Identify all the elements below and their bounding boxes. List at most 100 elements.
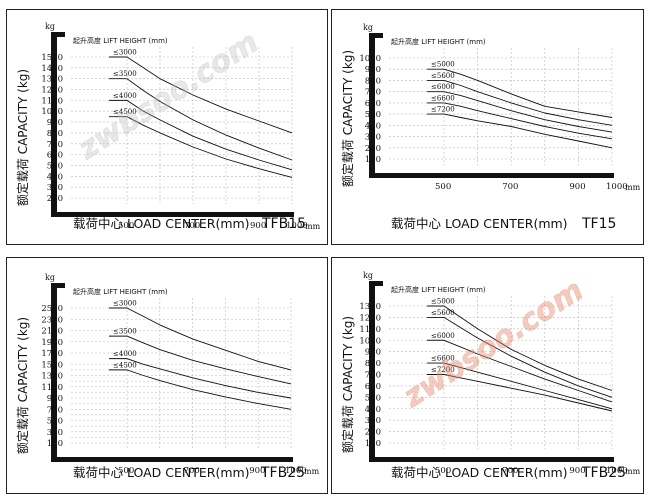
y-tick-label: 2500 [41, 304, 63, 314]
x-tick-label: 700 [184, 221, 200, 231]
axis-cap [369, 33, 383, 38]
series-label: ≤4000 [113, 92, 137, 100]
axis-cap [369, 281, 383, 286]
series-line [126, 100, 293, 171]
series-label: ≤5000 [431, 298, 455, 306]
y-tick-label: 100 [365, 439, 381, 449]
y-tick-label: 600 [365, 99, 381, 109]
x-tick-label: 1000 [286, 221, 308, 231]
x-tick-label: 1000 [285, 466, 307, 476]
series-label: ≤6600 [431, 94, 455, 102]
series-label: ≤5000 [431, 61, 455, 69]
x-tick-label: 900 [569, 466, 585, 476]
axis-cap [51, 32, 65, 37]
series-label: ≤3500 [113, 328, 137, 336]
series-line [126, 56, 293, 134]
x-unit-label: mm [625, 183, 641, 192]
x-tick-label: 700 [502, 466, 518, 476]
y-tick-label: 200 [365, 428, 381, 438]
series-label: ≤6600 [431, 355, 455, 363]
y-tick-label: 700 [47, 140, 63, 150]
x-unit-label: mm [304, 467, 320, 476]
y-unit-label: kg [363, 23, 373, 32]
y-unit-label: kg [363, 271, 373, 280]
y-tick-label: 900 [365, 65, 381, 75]
series-line [126, 307, 292, 371]
y-tick-label: 1000 [359, 336, 381, 346]
series-label: ≤3000 [113, 49, 137, 57]
y-tick-label: 1300 [41, 372, 63, 382]
chart-panel-3: kg 起升高度 LIFT HEIGHT (mm) 2500 2300 2100 1900 1… [6, 257, 328, 494]
series-group: ≤5000 ≤5600 ≤6000 ≤6600 ≤7200 [427, 298, 613, 412]
model-label: TFB15 [261, 216, 306, 232]
series-line [443, 374, 613, 412]
grid [71, 298, 292, 449]
model-label: TFB25 [260, 465, 305, 481]
y-tick-label: 600 [365, 382, 381, 392]
y-tick-label: 200 [47, 194, 63, 204]
y-tick-label: 1300 [359, 302, 381, 312]
model-label: TF15 [581, 216, 616, 232]
series-line [443, 317, 613, 398]
x-tick-label: 1000 [606, 182, 628, 192]
y-tick-label: 1200 [41, 86, 63, 96]
y-tick-label: 800 [365, 359, 381, 369]
model-label: TFB25 [581, 465, 626, 481]
x-tick-label: 900 [249, 466, 265, 476]
y-tick-label: 1000 [41, 107, 63, 117]
y-tick-label: 300 [365, 416, 381, 426]
series-label: ≤7200 [431, 366, 455, 374]
y-tick-label: 800 [365, 76, 381, 86]
y-tick-label: 300 [365, 133, 381, 143]
lift-height-header: 起升高度 LIFT HEIGHT (mm) [73, 287, 168, 296]
lift-height-header: 起升高度 LIFT HEIGHT (mm) [391, 285, 486, 294]
watermark-text: zwbsoo.com [71, 25, 264, 168]
y-tick-label: 900 [47, 394, 63, 404]
y-tick-label: 700 [365, 371, 381, 381]
y-tick-label: 1300 [41, 75, 63, 85]
y-tick-label: 2300 [41, 315, 63, 325]
y-tick-label: 1500 [41, 360, 63, 370]
watermark: zwbsoo.com [71, 24, 265, 168]
series-line [443, 79, 613, 126]
x-unit-label: mm [305, 222, 321, 231]
y-tick-label: 1700 [41, 349, 63, 359]
series-group: ≤3000 ≤3500 ≤4000 ≤4500 [109, 300, 292, 410]
y-tick-label: 700 [47, 405, 63, 415]
series-label: ≤3000 [113, 300, 137, 308]
y-axis-title: 额定载荷 CAPACITY (kg) [15, 317, 30, 454]
y-tick-label: 1100 [41, 96, 63, 106]
series-label: ≤6000 [431, 332, 455, 340]
series-label: ≤6000 [431, 83, 455, 91]
axis-frame [51, 32, 294, 217]
series-line [126, 369, 292, 410]
x-tick-label: 500 [118, 466, 134, 476]
grid [71, 47, 293, 204]
x-axis-title: 载荷中心 LOAD CENTER(mm) [391, 216, 568, 231]
axis-frame [369, 33, 614, 178]
series-line [443, 362, 613, 410]
chart-panel-1: kg 起升高度 LIFT HEIGHT (mm) 1500 1400 1300 1200 1… [6, 9, 328, 245]
x-tick-label: 700 [184, 466, 200, 476]
y-tick-label: 400 [47, 172, 63, 182]
y-tick-label: 800 [47, 129, 63, 139]
series-line [126, 358, 292, 399]
y-tick-label: 1100 [41, 383, 63, 393]
series-label: ≤5600 [431, 72, 455, 80]
series-line [443, 305, 613, 391]
x-axis-title: 载荷中心 LOAD CENTER(mm) [73, 216, 250, 231]
x-tick-label: 1000 [606, 466, 628, 476]
series-group: ≤5000 ≤5600 ≤6000 ≤6600 ≤7200 [427, 61, 613, 149]
series-label: ≤5600 [431, 309, 455, 317]
y-tick-label: 700 [365, 88, 381, 98]
y-tick-label: 400 [365, 405, 381, 415]
y-tick-label: 1500 [41, 53, 63, 63]
y-tick-label: 1900 [41, 338, 63, 348]
series-label: ≤7200 [431, 106, 455, 114]
series-label: ≤4500 [113, 108, 137, 116]
y-unit-label: kg [45, 273, 55, 282]
x-tick-label: 500 [435, 182, 451, 192]
grid [389, 48, 613, 165]
